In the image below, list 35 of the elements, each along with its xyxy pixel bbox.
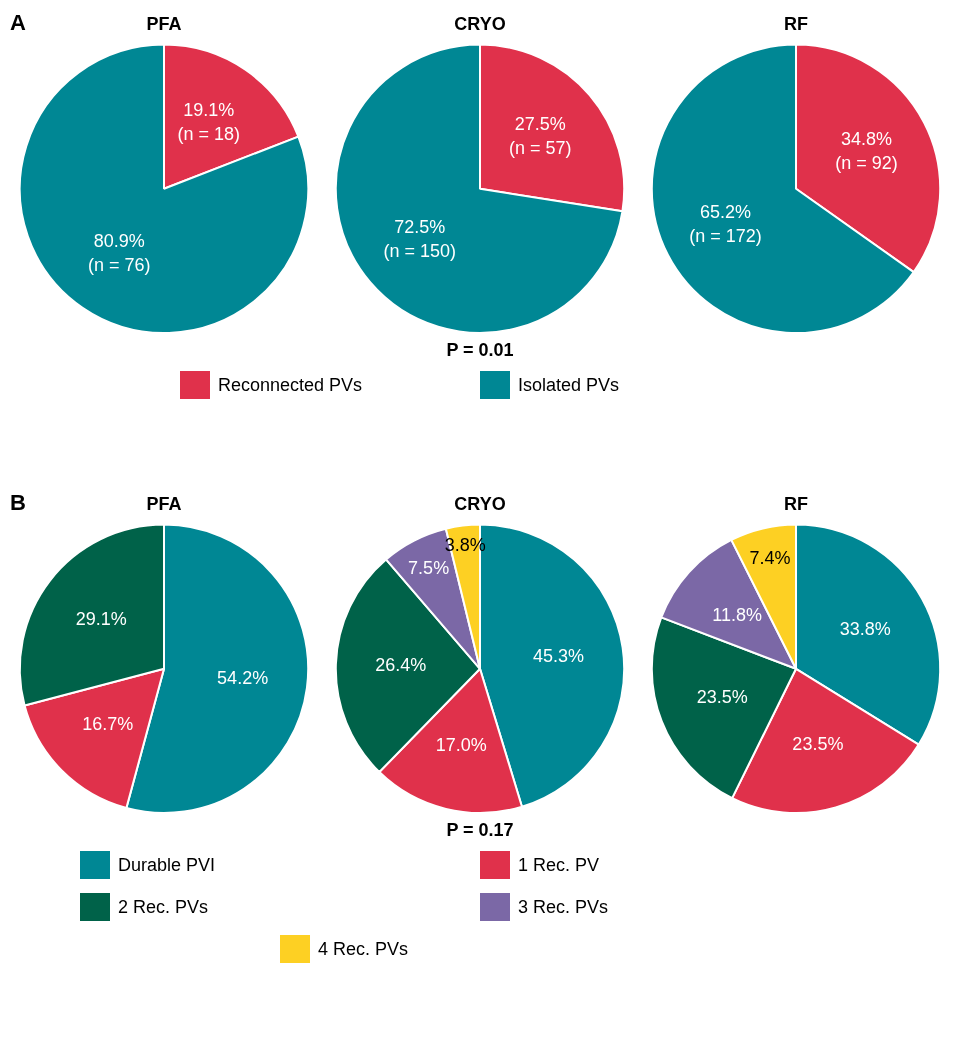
data-label: 45.3%	[532, 646, 584, 667]
text: B	[10, 490, 26, 516]
text: A	[10, 10, 26, 36]
text: P = 0.17	[445, 820, 515, 841]
data-label: 72.5% (n = 150)	[383, 217, 456, 262]
data-label: 23.5%	[792, 734, 844, 754]
legend-label: 2 Rec. PVs	[118, 896, 209, 918]
legend-label: Isolated PVs	[518, 374, 620, 396]
legend-label: Reconnected PVs	[218, 374, 363, 396]
data-label: 17.0%	[435, 734, 487, 755]
legend-label: 4 Rec. PVs	[318, 938, 409, 960]
data-label: 7.4%	[749, 548, 791, 569]
data-label: 65.2% (n = 172)	[689, 202, 762, 247]
legend-label: Durable PVI	[118, 854, 216, 876]
data-label: 54.2%	[217, 668, 269, 689]
chart-title: CRYO	[454, 493, 506, 514]
data-label: 16.7%	[82, 713, 134, 734]
data-label: 11.8%	[712, 604, 763, 625]
data-label: 27.5% (n = 57)	[509, 114, 572, 159]
chart-title: PFA	[146, 13, 182, 34]
chart-title: CRYO	[454, 13, 506, 34]
chart-title: PFA	[146, 493, 182, 514]
legend-label: 3 Rec. PVs	[518, 896, 609, 918]
data-label: 33.8%	[839, 619, 891, 640]
chart-title: RF	[784, 493, 808, 514]
chart-title: RF	[784, 13, 808, 34]
data-label: 23.5%	[696, 686, 748, 707]
data-label: 34.8% (n = 92)	[835, 129, 898, 174]
data-label: 80.9% (n = 76)	[87, 231, 151, 276]
data-label: 7.5%	[408, 557, 450, 578]
text: P = 0.01	[445, 340, 515, 361]
legend-label: 1 Rec. PV	[518, 854, 600, 876]
data-label: 29.1%	[75, 609, 127, 630]
data-label: 26.4%	[375, 655, 427, 676]
data-label: 19.1% (n = 18)	[177, 100, 241, 145]
